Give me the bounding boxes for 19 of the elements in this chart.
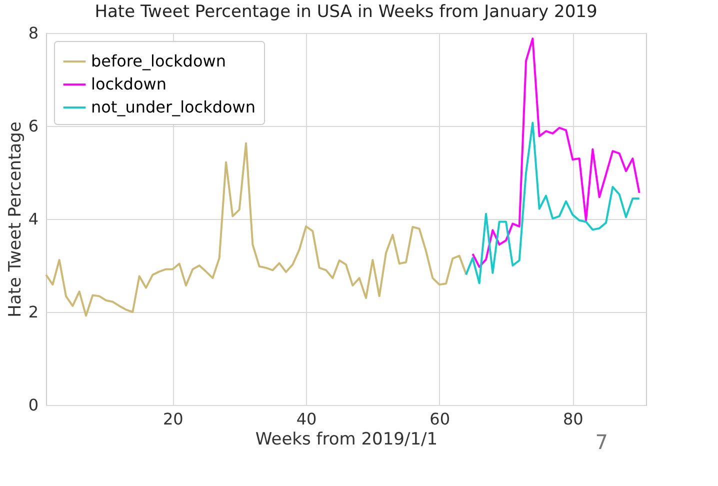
line-series — [465, 122, 640, 284]
legend-label: lockdown — [91, 74, 166, 94]
legend-label: not_under_lockdown — [91, 98, 256, 116]
y-tick-label: 8 — [28, 24, 38, 42]
line-series — [45, 142, 467, 317]
x-tick-label: 20 — [162, 410, 184, 428]
y-tick-label: 6 — [28, 116, 38, 136]
text: 7 — [595, 430, 608, 454]
legend-label: before_lockdown — [91, 52, 226, 70]
x-tick-label: 40 — [296, 410, 317, 428]
y-tick-label: 2 — [28, 302, 38, 322]
y-axis-title: Hate Tweet Percentage — [5, 122, 26, 318]
line-series — [472, 38, 640, 268]
y-tick-label: 4 — [28, 210, 38, 228]
x-axis-title: Weeks from 2019/1/1 — [255, 430, 438, 450]
y-tick-label: 0 — [28, 396, 38, 414]
x-tick-label: 60 — [430, 410, 450, 428]
chart-title: Hate Tweet Percentage in USA in Weeks from January 2019 — [94, 2, 598, 22]
x-tick-label: 80 — [562, 410, 584, 428]
